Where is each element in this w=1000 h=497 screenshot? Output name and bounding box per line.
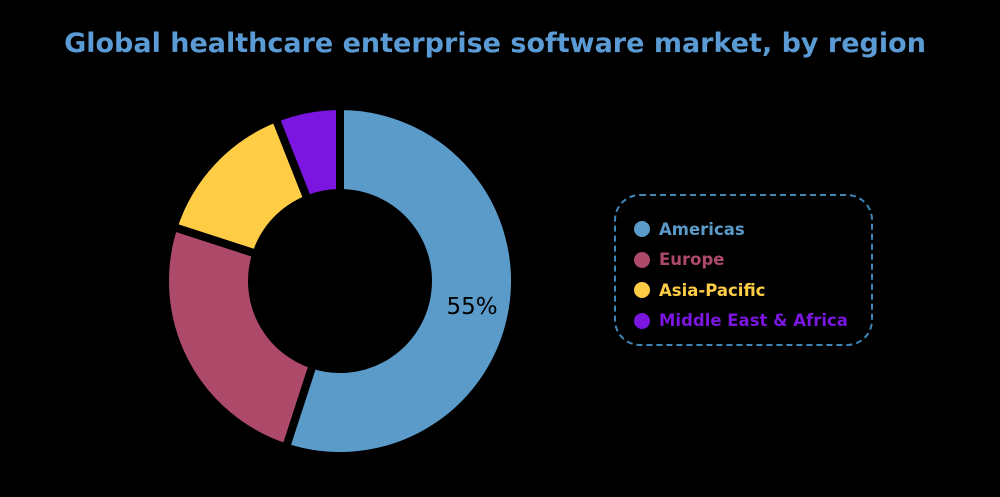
legend-item: Europe xyxy=(616,245,871,276)
legend-swatch xyxy=(634,251,650,268)
slice-europe xyxy=(161,221,318,453)
data-label: 55% xyxy=(446,294,497,320)
legend-label: Middle East & Africa xyxy=(659,311,848,331)
legend-item: Asia-Pacific xyxy=(616,275,871,306)
chart-title: Global healthcare enterprise software ma… xyxy=(64,28,926,59)
legend-label: Asia-Pacific xyxy=(659,280,766,300)
legend-label: Americas xyxy=(659,219,745,239)
legend-item: Middle East & Africa xyxy=(616,306,871,337)
slice-americas xyxy=(280,101,519,460)
legend-label: Europe xyxy=(659,250,725,270)
legend-item: Americas xyxy=(616,214,871,245)
legend-swatch xyxy=(634,312,650,329)
legend-swatch xyxy=(634,282,650,299)
slice-middle-east-africa xyxy=(270,101,344,205)
legend: Americas Europe Asia-Pacific Middle East & … xyxy=(614,194,873,346)
legend-swatch xyxy=(634,221,650,238)
